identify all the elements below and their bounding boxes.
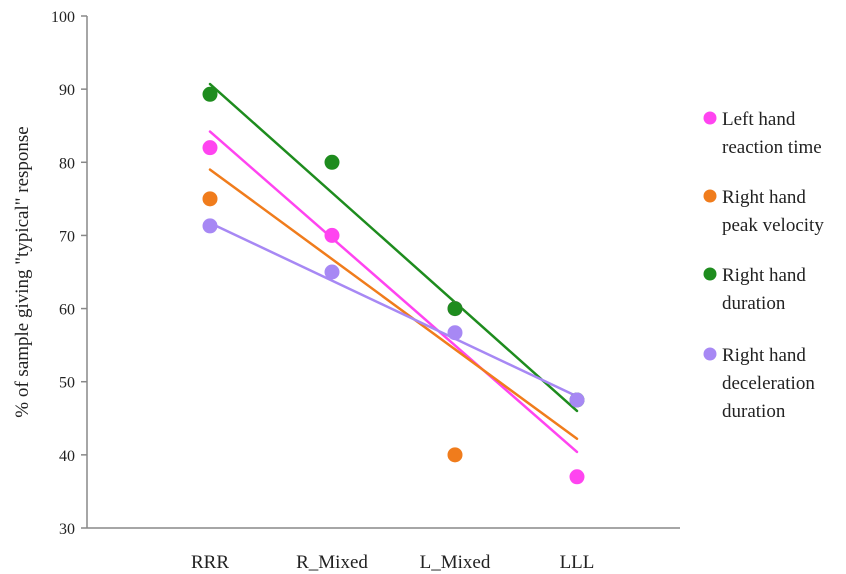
data-point [324,154,340,170]
legend-label: deceleration [722,373,815,394]
data-point [202,191,218,207]
y-tick-label: 80 [59,155,75,172]
x-category-labels: RRR R_Mixed L_Mixed LLL [191,552,594,573]
legend-label: duration [722,293,786,314]
legend-label: Left hand [722,109,796,130]
data-point [447,447,463,463]
legend-label: Right hand [722,265,806,286]
data-point [202,140,218,156]
x-category-label: RRR [191,552,229,573]
legend-label: reaction time [722,137,822,158]
legend-label: Right hand [722,187,806,208]
y-tick-label: 40 [59,448,75,465]
y-tick-label: 60 [59,302,75,319]
y-tick-label: 100 [51,9,75,26]
legend: Left hand reaction time Right hand peak vel… [703,109,824,422]
legend-marker [703,189,717,203]
x-category-label: L_Mixed [420,552,491,573]
y-tick-label: 30 [59,521,75,538]
data-point [447,325,463,341]
y-tick-label: 90 [59,82,75,99]
trendlines [208,82,579,454]
data-points [202,86,585,485]
data-point [202,86,218,102]
y-tick-label: 50 [59,375,75,392]
data-point [569,469,585,485]
legend-marker [703,267,717,281]
y-ticks: 30 40 50 60 70 80 90 100 [51,9,87,538]
legend-marker [703,111,717,125]
x-category-label: LLL [560,552,595,573]
data-point [569,392,585,408]
axes [86,16,680,529]
data-point [324,264,340,280]
legend-label: Right hand [722,345,806,366]
y-tick-label: 70 [59,228,75,245]
legend-marker [703,347,717,361]
trendline [208,221,579,398]
trendline [208,130,579,454]
trendline [208,168,579,441]
data-point [324,227,340,243]
legend-label: duration [722,401,786,422]
data-point [447,301,463,317]
trendline [208,82,579,413]
legend-label: peak velocity [722,215,824,236]
y-axis-title: % of sample giving "typical" response [12,126,33,417]
x-category-label: R_Mixed [296,552,368,573]
data-point [202,218,218,234]
